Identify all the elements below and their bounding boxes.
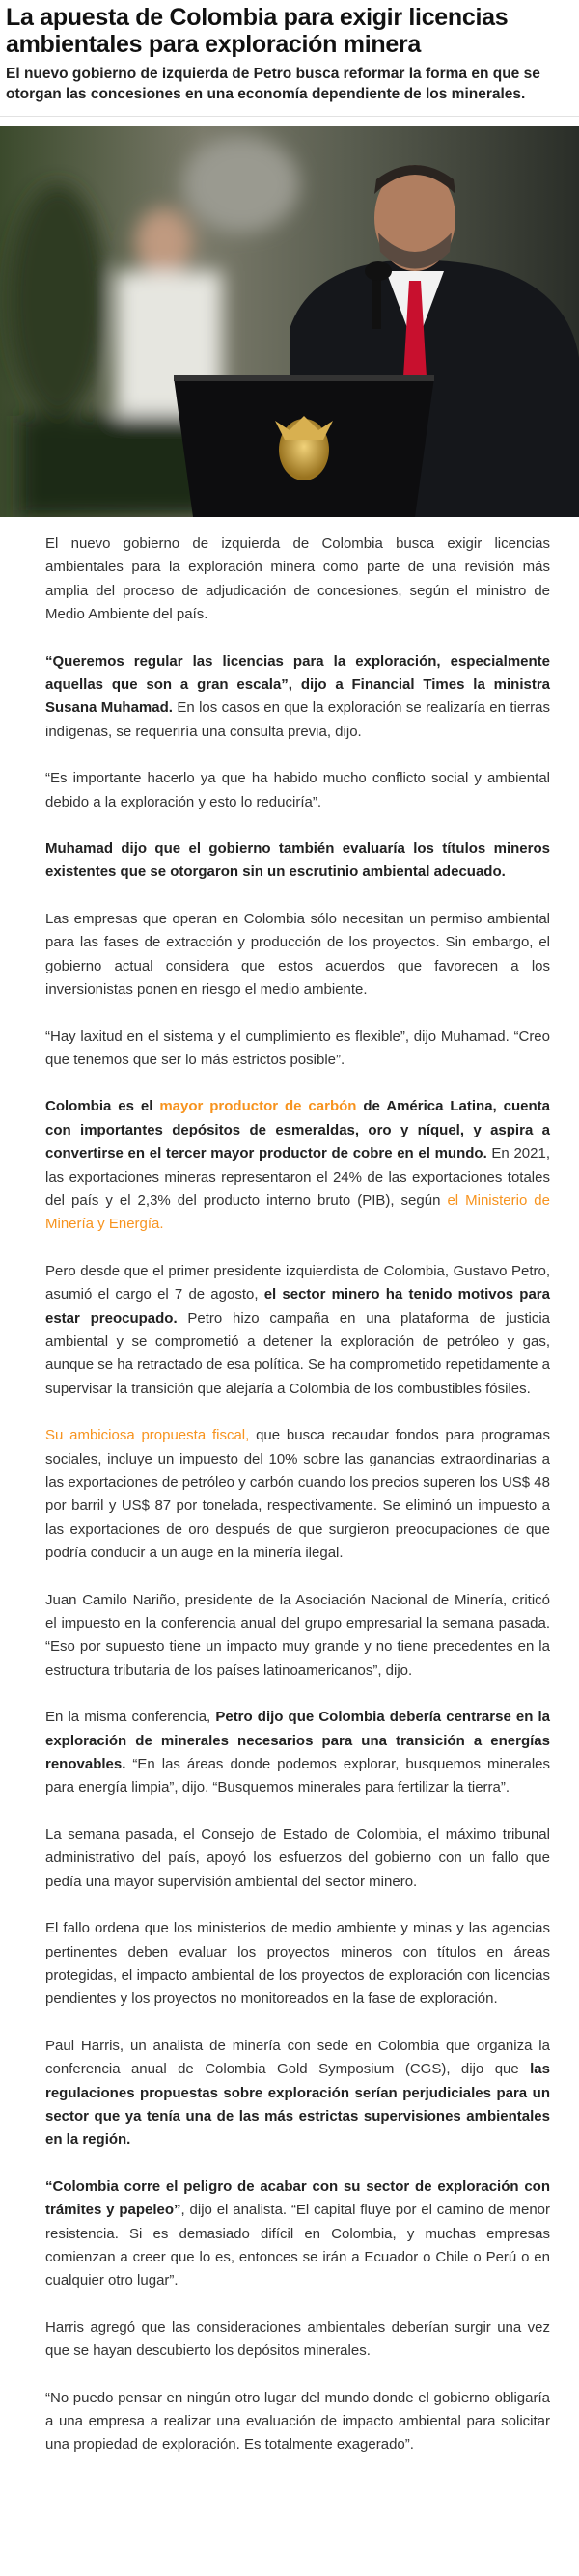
inline-link[interactable]: Su ambiciosa propuesta fiscal, [45, 1427, 250, 1444]
article-paragraph: El fallo ordena que los ministerios de m… [45, 1917, 550, 2012]
text: El fallo ordena que los ministerios de m… [45, 1920, 550, 2008]
article-subtitle: El nuevo gobierno de izquierda de Petro … [6, 66, 540, 102]
text: La semana pasada, el Consejo de Estado d… [45, 1825, 550, 1890]
bold-text: Petro dijo que Colombia debería centrars… [45, 1709, 551, 1773]
article-paragraph: “Queremos regular las licencias para la … [45, 650, 550, 745]
bold-text: el sector minero ha tenido motivos para … [45, 1286, 550, 1327]
text: El nuevo gobierno de izquierda de Colomb… [45, 535, 550, 623]
text: , dijo el analista. “El capital fluye po… [45, 2202, 550, 2289]
article-paragraph: Pero desde que el primer presidente izqu… [45, 1260, 550, 1401]
hero-photo [0, 126, 579, 517]
article-paragraph: Muhamad dijo que el gobierno también eva… [45, 837, 550, 885]
text: Paul Harris, un analista de minería con … [45, 2037, 550, 2078]
article-paragraph: Las empresas que operan en Colombia sólo… [45, 908, 550, 1002]
text: Juan Camilo Nariño, presidente de la Aso… [45, 1591, 550, 1679]
inline-link[interactable]: mayor productor de carbón [159, 1098, 357, 1115]
article-paragraph: Su ambiciosa propuesta fiscal, que busca… [45, 1424, 550, 1565]
article-paragraph: Harris agregó que las consideraciones am… [45, 2316, 550, 2364]
article-paragraph: “No puedo pensar en ningún otro lugar de… [45, 2387, 550, 2457]
text: que busca recaudar fondos para programas… [45, 1427, 551, 1562]
article-body: El nuevo gobierno de izquierda de Colomb… [0, 517, 579, 2457]
article-paragraph: Colombia es el mayor productor de carbón… [45, 1095, 550, 1236]
text: Pero desde que el primer presidente izqu… [45, 1262, 550, 1303]
text: Las empresas que operan en Colombia sólo… [45, 910, 550, 999]
bold-text: de América Latina, cuenta con importante… [45, 1098, 550, 1163]
text: En 2021, las exportaciones mineras repre… [45, 1145, 550, 1209]
text: Harris agregó que las consideraciones am… [45, 2318, 550, 2360]
bold-text: “Colombia corre el peligro de acabar con… [45, 2178, 550, 2219]
article-paragraph: “Colombia corre el peligro de acabar con… [45, 2176, 550, 2293]
divider [0, 116, 579, 117]
article-header: La apuesta de Colombia para exigir licen… [0, 0, 579, 104]
article-paragraph: “Hay laxitud en el sistema y el cumplimi… [45, 1026, 550, 1073]
text: Petro hizo campaña en una plataforma de … [45, 1309, 550, 1397]
bold-text: “Queremos regular las licencias para la … [45, 652, 550, 717]
article-paragraph: En la misma conferencia, Petro dijo que … [45, 1706, 550, 1800]
text: “No puedo pensar en ningún otro lugar de… [45, 2389, 550, 2453]
text: “Hay laxitud en el sistema y el cumplimi… [45, 1028, 550, 1068]
inline-link[interactable]: el Ministerio de Minería y Energía. [45, 1192, 550, 1233]
bold-text: las regulaciones propuestas sobre explor… [45, 2061, 550, 2149]
text: En la misma conferencia, [45, 1709, 216, 1726]
article-paragraph: El nuevo gobierno de izquierda de Colomb… [45, 533, 550, 627]
article-title: La apuesta de Colombia para exigir licen… [6, 4, 509, 58]
bold-text: Colombia es el [45, 1098, 160, 1115]
bold-text: Muhamad dijo que el gobierno también eva… [45, 840, 550, 881]
article-paragraph: “Es importante hacerlo ya que ha habido … [45, 767, 550, 814]
article-paragraph: Paul Harris, un analista de minería con … [45, 2035, 550, 2152]
text: En los casos en que la exploración se re… [45, 699, 551, 740]
article-paragraph: La semana pasada, el Consejo de Estado d… [45, 1823, 550, 1894]
text: “En las áreas donde podemos explorar, bu… [45, 1756, 550, 1796]
text: “Es importante hacerlo ya que ha habido … [45, 770, 550, 810]
article-paragraph: Juan Camilo Nariño, presidente de la Aso… [45, 1589, 550, 1684]
